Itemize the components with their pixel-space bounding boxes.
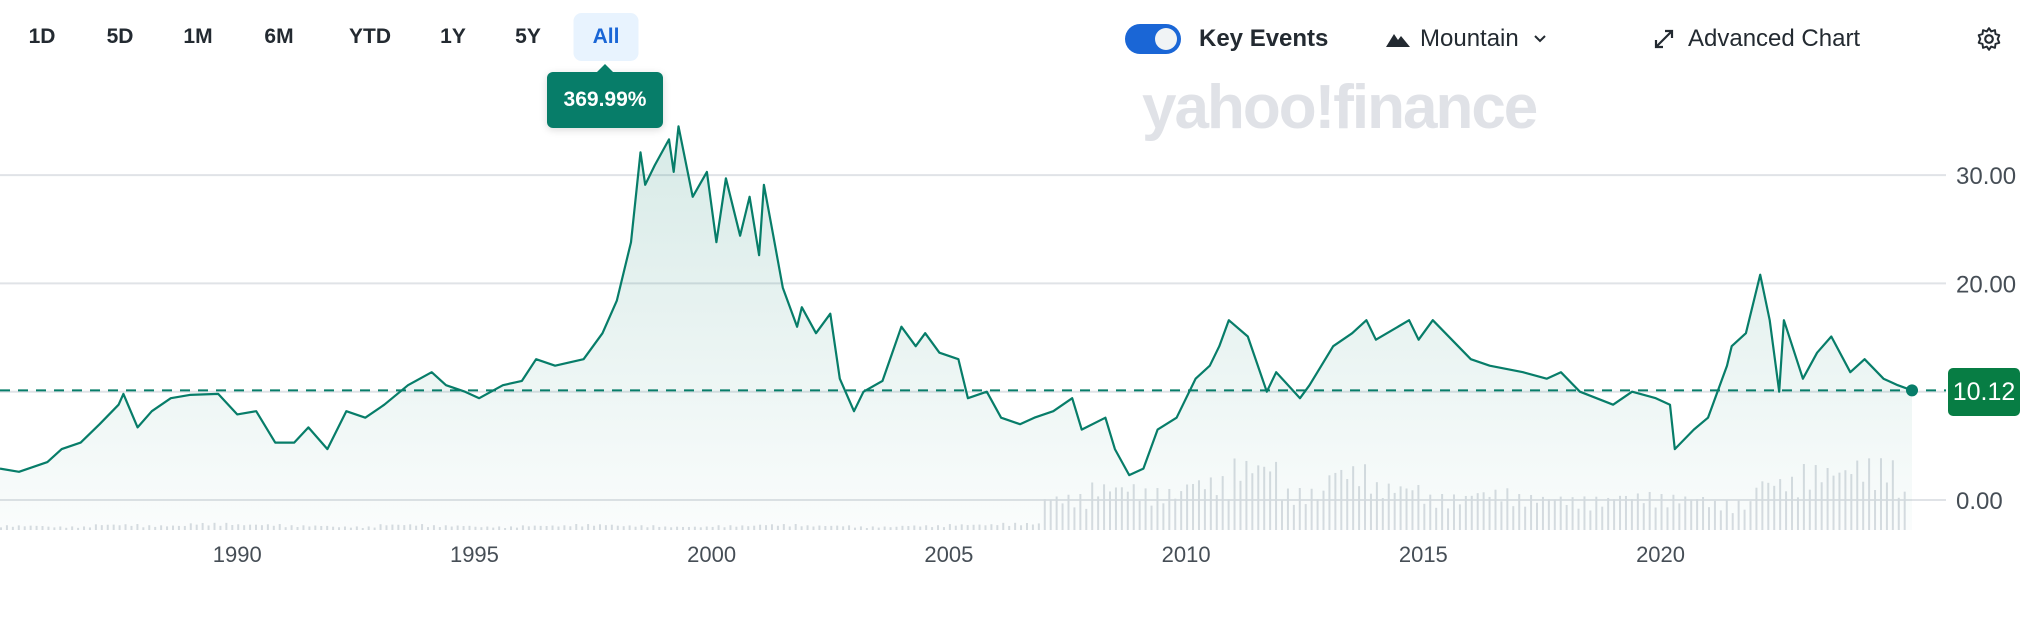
y-tick-label: 30.00 xyxy=(1956,163,2016,190)
x-tick-label: 2015 xyxy=(1399,542,1448,567)
key-events-label: Key Events xyxy=(1199,25,1329,52)
x-tick-label: 1995 xyxy=(450,542,499,567)
y-tick-label: 0.00 xyxy=(1956,488,2003,515)
current-price-label: 10.12 xyxy=(1948,368,2020,416)
key-events-toggle[interactable]: Key Events xyxy=(1125,18,1328,60)
expand-icon xyxy=(1654,29,1674,49)
range-1d-button[interactable]: 1D xyxy=(28,25,56,48)
x-tick-label: 2000 xyxy=(687,542,736,567)
chevron-down-icon xyxy=(1534,35,1546,43)
x-tick-label: 2005 xyxy=(924,542,973,567)
x-tick-label: 2010 xyxy=(1162,542,1211,567)
range-1m-button[interactable]: 1M xyxy=(183,25,213,48)
settings-button[interactable] xyxy=(1976,18,2002,60)
range-1y-button[interactable]: 1Y xyxy=(440,25,466,48)
advanced-chart-label: Advanced Chart xyxy=(1688,25,1861,52)
yahoo-finance-watermark: yahoo!finance xyxy=(1142,73,1538,142)
range-all-button[interactable]: All xyxy=(573,13,639,61)
change-percent-tooltip: 369.99% xyxy=(547,64,663,128)
range-6m-button[interactable]: 6M xyxy=(264,25,294,48)
current-price-dot xyxy=(1906,384,1918,397)
price-area xyxy=(0,126,1912,531)
advanced-chart-button[interactable]: Advanced Chart xyxy=(1652,18,1860,60)
mountain-icon xyxy=(1386,34,1410,47)
range-5y-button[interactable]: 5Y xyxy=(515,25,541,48)
range-5d-button[interactable]: 5D xyxy=(106,25,134,48)
x-tick-label: 2020 xyxy=(1636,542,1685,567)
x-tick-label: 1990 xyxy=(213,542,262,567)
y-tick-label: 20.00 xyxy=(1956,271,2016,298)
gear-icon xyxy=(1977,27,2001,51)
toggle-switch-icon[interactable] xyxy=(1125,24,1181,54)
chart-type-dropdown[interactable]: Mountain xyxy=(1386,18,1547,60)
price-line xyxy=(0,125,1913,477)
chart-type-label: Mountain xyxy=(1420,25,1519,52)
range-ytd-button[interactable]: YTD xyxy=(349,25,391,48)
